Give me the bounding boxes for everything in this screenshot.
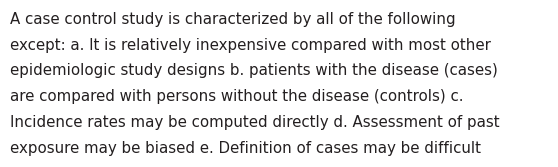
Text: Incidence rates may be computed directly d. Assessment of past: Incidence rates may be computed directly… [10,115,499,130]
Text: exposure may be biased e. Definition of cases may be difficult: exposure may be biased e. Definition of … [10,141,481,156]
Text: A case control study is characterized by all of the following: A case control study is characterized by… [10,12,456,27]
Text: except: a. It is relatively inexpensive compared with most other: except: a. It is relatively inexpensive … [10,38,491,53]
Text: are compared with persons without the disease (controls) c.: are compared with persons without the di… [10,89,464,104]
Text: epidemiologic study designs b. patients with the disease (cases): epidemiologic study designs b. patients … [10,63,498,78]
